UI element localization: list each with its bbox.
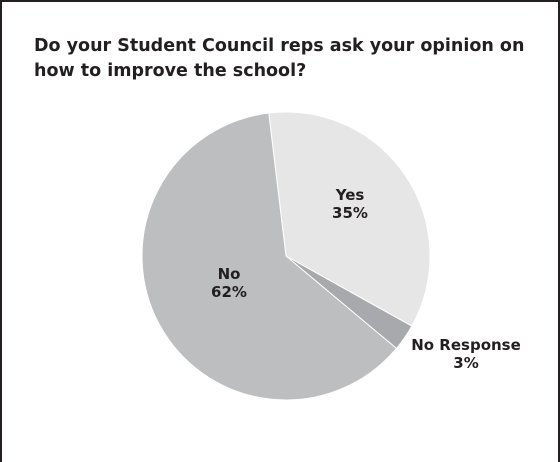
slice-label-yes: Yes [335,186,365,204]
slice-label-no-response: No Response [411,336,521,354]
chart-title: Do your Student Council reps ask your op… [34,36,525,81]
pie-slice-yes [268,111,431,327]
slice-value-no: 62% [211,283,247,301]
slice-value-yes: 35% [332,204,368,222]
pie-slice-no [141,112,398,401]
slice-label-no: No [218,265,241,283]
slice-value-no-response: 3% [453,354,478,372]
